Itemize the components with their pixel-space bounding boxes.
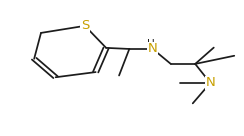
Text: S: S (81, 19, 89, 32)
Text: H: H (147, 39, 155, 49)
Text: N: N (205, 76, 215, 89)
Text: N: N (148, 42, 158, 55)
